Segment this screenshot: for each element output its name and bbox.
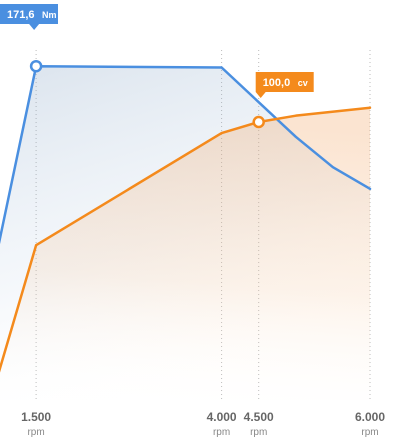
power-area: [0, 107, 370, 400]
x-tick-label: 4.500: [244, 410, 274, 424]
tooltip-layer: 171,6 Nm 100,0 cv: [0, 4, 314, 98]
torque-tooltip-unit: Nm: [42, 10, 57, 20]
torque-tooltip-value: 171,6: [7, 9, 35, 21]
x-tick-label: 6.000: [355, 410, 385, 424]
power-tooltip-notch: [255, 92, 266, 98]
x-tick-label: 1.500: [21, 410, 51, 424]
power-highlight-marker: [252, 115, 265, 129]
torque-tooltip-box: [0, 4, 58, 24]
torque-highlight-marker: [29, 59, 43, 73]
x-tick-unit: rpm: [250, 427, 267, 438]
power-line: [0, 106, 372, 373]
power-tooltip-unit: cv: [298, 78, 308, 88]
x-axis: 1.500 rpm 4.000 rpm 4.500 rpm 6.000 rpm: [21, 410, 385, 438]
x-tick-label: 4.000: [207, 410, 237, 424]
marker-layer: [29, 59, 265, 129]
power-tooltip: 100,0 cv: [255, 72, 314, 98]
x-tick-unit: rpm: [361, 427, 378, 438]
area-layer: [0, 66, 370, 400]
power-tooltip-box: [255, 72, 314, 92]
torque-tooltip: 171,6 Nm: [0, 4, 58, 30]
x-tick-unit: rpm: [213, 427, 230, 438]
power-tooltip-value: 100,0: [263, 77, 291, 89]
torque-tooltip-notch: [29, 24, 40, 30]
x-tick-unit: rpm: [27, 427, 44, 438]
